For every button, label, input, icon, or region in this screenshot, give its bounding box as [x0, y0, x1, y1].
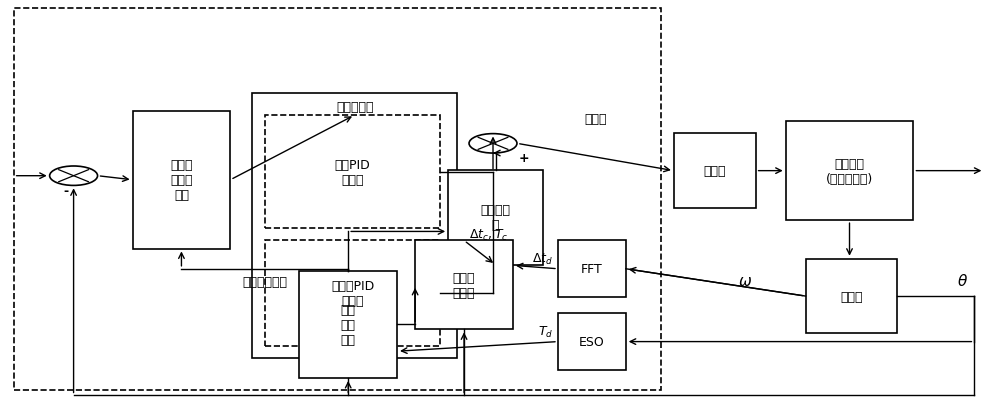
FancyBboxPatch shape: [299, 271, 397, 378]
Text: 执行器: 执行器: [703, 165, 726, 178]
Text: $\omega$: $\omega$: [738, 273, 752, 288]
Text: 反馈控
制调度
模块: 反馈控 制调度 模块: [170, 159, 193, 202]
Text: 前馈补偿标志: 前馈补偿标志: [242, 275, 287, 288]
FancyBboxPatch shape: [806, 259, 897, 334]
Text: ESO: ESO: [579, 335, 605, 348]
Text: 控制量: 控制量: [584, 113, 607, 126]
FancyBboxPatch shape: [558, 313, 626, 370]
FancyBboxPatch shape: [786, 122, 913, 221]
Text: $\theta$: $\theta$: [957, 272, 968, 288]
FancyBboxPatch shape: [265, 241, 440, 346]
FancyBboxPatch shape: [133, 112, 230, 249]
Text: 敏感器: 敏感器: [840, 290, 863, 303]
Text: +: +: [519, 152, 529, 165]
FancyBboxPatch shape: [415, 241, 513, 330]
Text: 前馈控制
律: 前馈控制 律: [481, 204, 511, 232]
Text: $\Delta t_d$: $\Delta t_d$: [532, 252, 553, 266]
Text: 模糊
逻辑
系统: 模糊 逻辑 系统: [341, 303, 356, 346]
Text: 常规PID
控制律: 常规PID 控制律: [335, 158, 371, 186]
Text: $\Delta t_c, T_c$: $\Delta t_c, T_c$: [469, 227, 508, 242]
FancyBboxPatch shape: [448, 170, 543, 265]
FancyBboxPatch shape: [558, 241, 626, 297]
Text: $T_d$: $T_d$: [538, 324, 553, 339]
Text: 反馈控制律: 反馈控制律: [336, 101, 373, 114]
FancyBboxPatch shape: [265, 116, 440, 229]
FancyBboxPatch shape: [252, 94, 457, 358]
Text: 高增益PID
控制律: 高增益PID 控制律: [331, 279, 374, 307]
Text: -: -: [64, 185, 69, 198]
Text: 被控对象
(卫星动力学): 被控对象 (卫星动力学): [826, 157, 873, 185]
FancyBboxPatch shape: [674, 134, 756, 209]
Text: FFT: FFT: [581, 262, 603, 275]
Text: 等效补
偿计算: 等效补 偿计算: [453, 271, 475, 299]
